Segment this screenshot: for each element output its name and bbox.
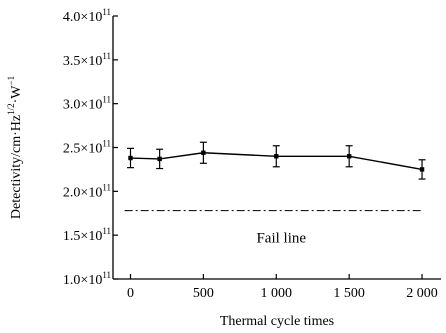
y-axis-title: Detectivity/cm·Hz1/2·W−1	[6, 76, 24, 219]
x-tick-label-4: 2 000	[406, 286, 438, 301]
x-tick-label-1: 500	[193, 286, 214, 301]
x-axis-title: Thermal cycle times	[220, 314, 334, 329]
x-tick-label-3: 1 500	[333, 286, 365, 301]
data-point-5	[418, 159, 426, 180]
data-point-3	[272, 145, 280, 168]
series-detectivity	[126, 141, 426, 180]
x-tick-label-0: 0	[127, 286, 134, 301]
fail-line-label: Fail line	[256, 231, 306, 247]
data-point-4	[345, 145, 353, 168]
marker-0	[128, 155, 133, 161]
y-tick-label-2: 2.0×1011	[63, 182, 111, 200]
series-line	[130, 152, 423, 171]
marker-2	[201, 150, 206, 155]
x-axis-ticks: 0 500 1 000 1 500 2 000	[127, 274, 438, 301]
y-axis-ticks: 1.0×1011 1.5×1011 2.0×1011 2.5×1011 3.0×1011…	[63, 7, 118, 288]
y-tick-label-1: 1.5×1011	[63, 226, 111, 244]
y-tick-label-0: 1.0×1011	[63, 270, 111, 288]
y-tick-label-4: 3.0×1011	[63, 95, 111, 113]
y-tick-label-3: 2.5×1011	[63, 139, 111, 157]
y-tick-label-6: 4.0×1011	[63, 7, 111, 25]
marker-3	[274, 154, 279, 159]
x-tick-label-2: 1 000	[261, 286, 293, 301]
data-point-1	[156, 148, 164, 170]
marker-1	[157, 156, 162, 162]
marker-5	[419, 167, 425, 172]
data-point-2	[199, 141, 207, 164]
data-point-0	[126, 147, 134, 169]
y-tick-label-5: 3.5×1011	[63, 51, 111, 69]
marker-4	[346, 154, 352, 159]
